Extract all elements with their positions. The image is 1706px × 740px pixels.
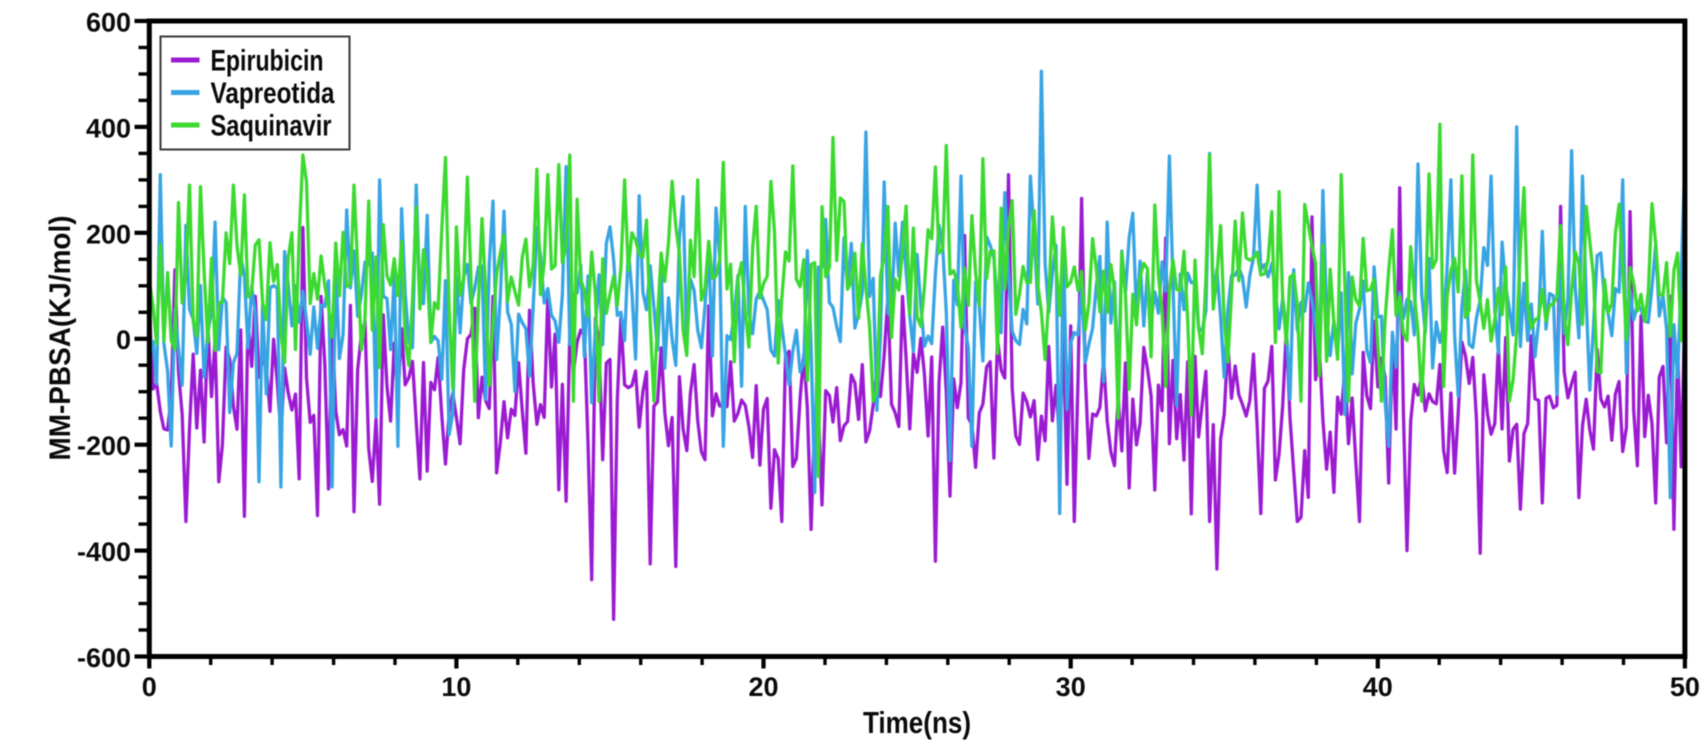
svg-text:40: 40 — [1363, 672, 1393, 702]
svg-text:Epirubicin: Epirubicin — [211, 45, 324, 78]
svg-text:Time(ns): Time(ns) — [863, 705, 971, 740]
svg-text:10: 10 — [441, 672, 471, 702]
svg-text:400: 400 — [86, 113, 131, 143]
svg-text:20: 20 — [748, 672, 778, 702]
svg-text:50: 50 — [1670, 672, 1700, 702]
svg-text:-400: -400 — [77, 537, 131, 567]
svg-text:-600: -600 — [77, 643, 131, 673]
svg-text:-200: -200 — [77, 431, 131, 461]
svg-text:200: 200 — [86, 219, 131, 249]
svg-text:600: 600 — [86, 8, 131, 38]
svg-text:Vapreotida: Vapreotida — [211, 77, 335, 110]
svg-text:30: 30 — [1056, 672, 1086, 702]
svg-text:0: 0 — [142, 672, 157, 702]
svg-text:0: 0 — [116, 325, 131, 355]
svg-text:MM-PBSA(KJ/mol): MM-PBSA(KJ/mol) — [44, 216, 77, 461]
svg-text:Saquinavir: Saquinavir — [211, 110, 332, 143]
